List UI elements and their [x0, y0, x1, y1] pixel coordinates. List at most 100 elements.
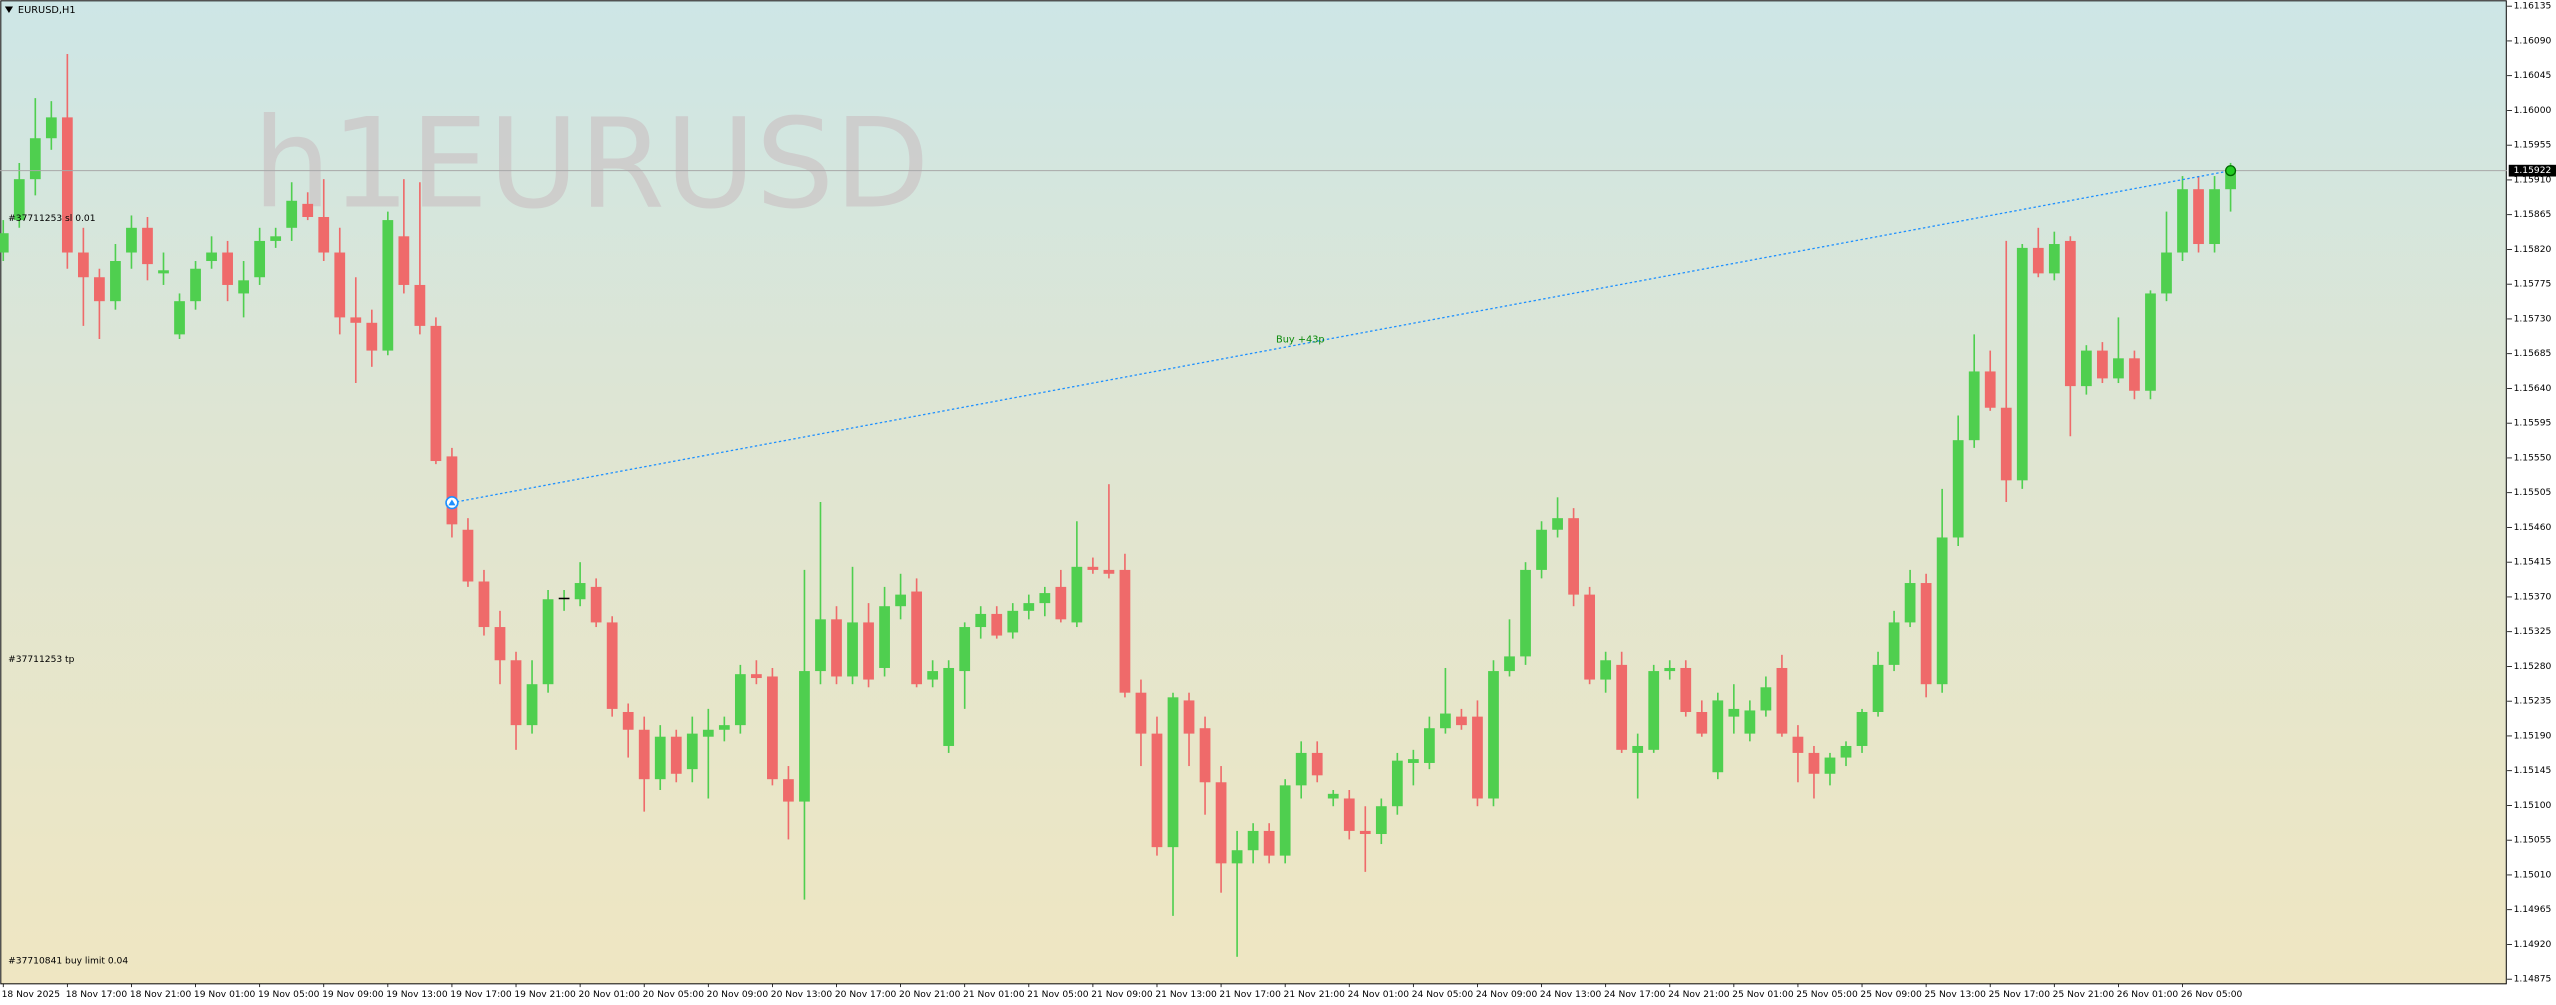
candle-body [1520, 569, 1531, 657]
y-tick-label: 1.14920 [2514, 940, 2552, 950]
x-tick-label: 25 Nov 17:00 [1989, 990, 2051, 1000]
bid-label-box [2508, 164, 2556, 177]
candle-body [2032, 247, 2044, 274]
candle-body [1488, 671, 1499, 799]
candle-body [2161, 252, 2172, 294]
candle-body [1391, 760, 1403, 807]
candle-body [430, 325, 442, 462]
candle-body [959, 627, 971, 672]
candle-body [1744, 710, 1756, 734]
candle-body [1135, 692, 1147, 734]
candle-body [366, 322, 378, 351]
candle-body [1456, 716, 1467, 726]
candle-body [13, 179, 25, 221]
x-tick-label: 21 Nov 17:00 [1219, 990, 1281, 1000]
candle-body [1712, 700, 1724, 773]
candle-body [350, 317, 362, 323]
candle-body [1616, 664, 1628, 750]
candle-body [1872, 664, 1884, 712]
candle-body [318, 216, 330, 253]
order-label: #37711253 sl 0.01 [8, 214, 95, 224]
candle-body [2129, 358, 2140, 391]
candle-body [1327, 793, 1339, 799]
candle-body [1359, 830, 1371, 835]
candle-body [606, 622, 618, 709]
candle-body [2048, 244, 2060, 274]
x-tick-label: 21 Nov 09:00 [1091, 990, 1153, 1000]
candle-body [1888, 622, 1900, 665]
candle-body [238, 280, 249, 294]
x-tick-label: 19 Nov 21:00 [514, 990, 576, 1000]
candle-body [895, 594, 906, 607]
x-tick-label: 20 Nov 21:00 [899, 990, 961, 1000]
order-label: #37711253 tp [8, 655, 74, 665]
candle-body [1760, 687, 1772, 711]
candle-body [1343, 798, 1355, 831]
candle-body [847, 622, 858, 677]
candle-body [1536, 529, 1547, 570]
x-tick-label: 19 Nov 17:00 [450, 990, 512, 1000]
x-tick-label: 21 Nov 13:00 [1155, 990, 1217, 1000]
candle-body [1584, 594, 1596, 680]
y-tick-label: 1.15325 [2514, 627, 2552, 637]
candle-body [542, 599, 554, 685]
candle-body [991, 613, 1003, 636]
y-tick-label: 1.15865 [2514, 210, 2552, 220]
bid-label: 1.15922 [2514, 166, 2552, 176]
x-tick-label: 26 Nov 05:00 [2181, 990, 2243, 1000]
candle-body [1055, 586, 1067, 620]
x-tick-label: 24 Nov 09:00 [1476, 990, 1538, 1000]
candle-body [61, 117, 73, 253]
candle-body [1808, 752, 1820, 774]
candle-body [254, 240, 266, 278]
candle-body [1263, 830, 1275, 856]
candle-body [78, 252, 89, 278]
y-tick-label: 1.15730 [2514, 314, 2552, 324]
candle-body [1440, 713, 1451, 729]
candle-body [622, 711, 634, 730]
x-tick-label: 25 Nov 13:00 [1924, 990, 1986, 1000]
candle-body [783, 779, 794, 802]
candle-body [1295, 752, 1307, 786]
y-tick-label: 1.15145 [2514, 766, 2552, 776]
candle-body [1071, 566, 1083, 623]
x-tick-label: 24 Nov 05:00 [1412, 990, 1474, 1000]
candle-body [0, 233, 9, 253]
x-tick-label: 20 Nov 17:00 [835, 990, 897, 1000]
y-tick-label: 1.15775 [2514, 280, 2552, 290]
candle-body [670, 736, 682, 774]
candle-body [2000, 407, 2012, 481]
candle-body [206, 252, 217, 262]
candle-body [1311, 752, 1323, 776]
x-tick-label: 19 Nov 13:00 [386, 990, 448, 1000]
candle-body [126, 227, 137, 253]
y-tick-label: 1.15595 [2514, 419, 2552, 429]
x-tick-label: 24 Nov 01:00 [1348, 990, 1410, 1000]
candle-body [1680, 667, 1692, 712]
candle-body [1968, 371, 1980, 441]
candle-body [831, 619, 842, 677]
y-tick-label: 1.16045 [2514, 71, 2552, 81]
candle-body [1632, 745, 1644, 753]
y-tick-label: 1.15055 [2514, 836, 2552, 846]
y-tick-label: 1.15820 [2514, 245, 2552, 255]
candle-body [398, 236, 410, 285]
candle-body [478, 581, 490, 628]
plot-area [0, 0, 2507, 985]
candle-body [1600, 660, 1612, 680]
candle-body [1696, 711, 1708, 734]
candle-body [1023, 603, 1035, 611]
marks [0, 54, 2236, 957]
candle-body [414, 284, 426, 326]
y-tick-label: 1.15505 [2514, 488, 2552, 498]
x-tick-label: 24 Nov 13:00 [1540, 990, 1602, 1000]
trade-label: Buy +43p [1276, 334, 1325, 345]
candle-body [110, 261, 121, 302]
collapse-icon[interactable] [4, 6, 14, 14]
candle-body [94, 277, 105, 302]
candle-body [751, 674, 762, 679]
y-tick-label: 1.14875 [2514, 975, 2552, 985]
candle-body [574, 583, 586, 600]
candle-body [1424, 728, 1435, 763]
